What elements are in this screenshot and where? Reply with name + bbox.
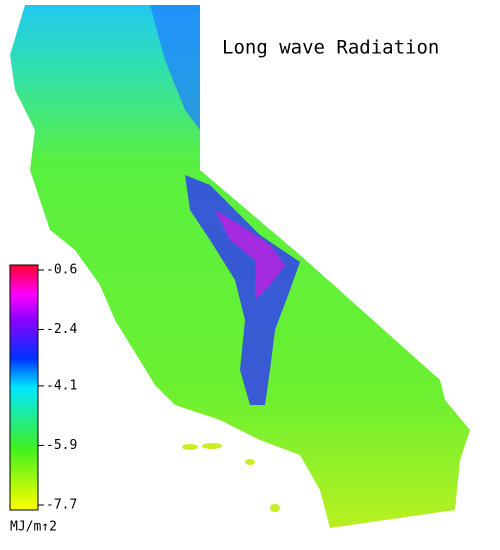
colorbar-tick-label: -4.1 [46, 378, 77, 393]
sierra-nevada [185, 175, 300, 405]
california-map [10, 5, 470, 528]
colorbar [9, 264, 39, 511]
northeast-highland [150, 5, 200, 130]
colorbar-tick-label: -2.4 [46, 322, 77, 337]
colorbar-tick-label: -7.7 [46, 498, 77, 513]
island [202, 443, 222, 449]
island [182, 444, 198, 450]
colorbar-tick-label: -5.9 [46, 438, 77, 453]
island [245, 459, 255, 465]
colorbar-tick-label: -0.6 [46, 263, 77, 278]
map-title: Long wave Radiation [222, 37, 439, 59]
sierra-peaks [215, 210, 285, 300]
island [270, 504, 280, 512]
colorbar-ticks: -0.6 -2.4 -4.1 -5.9 -7.7 [38, 263, 77, 513]
colorbar-unit: MJ/m↑2 [10, 520, 57, 535]
